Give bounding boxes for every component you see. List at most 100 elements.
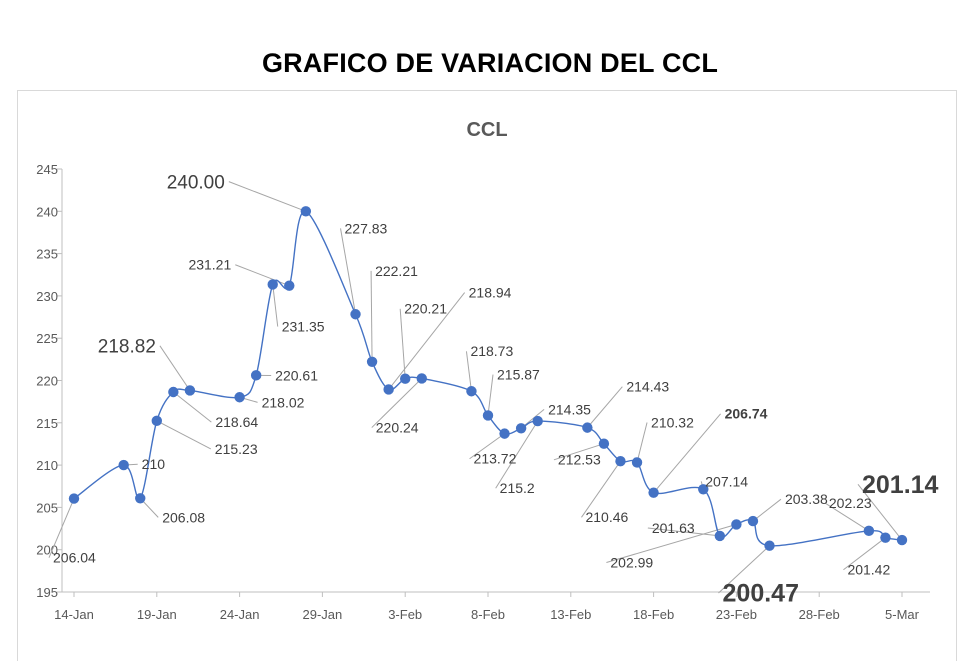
data-point bbox=[383, 384, 394, 395]
data-label: 200.47 bbox=[723, 580, 799, 608]
data-point bbox=[532, 415, 543, 427]
data-labels: 206.04 210 206.08 215.23 218.64 218.82 218.02 2… bbox=[53, 172, 939, 607]
data-point bbox=[598, 438, 610, 449]
x-tick-label: 14-Jan bbox=[54, 607, 94, 622]
x-tick-label: 19-Jan bbox=[137, 607, 177, 622]
label-leader-line bbox=[606, 523, 737, 563]
label-leader-line bbox=[156, 420, 212, 450]
data-label: 218.82 bbox=[98, 336, 156, 357]
y-tick-label: 225 bbox=[36, 331, 58, 346]
data-label: 203.38 bbox=[785, 491, 828, 507]
label-leader-line bbox=[340, 228, 357, 315]
data-label: 213.72 bbox=[474, 451, 517, 467]
data-point bbox=[184, 385, 196, 396]
chart-frame bbox=[17, 90, 957, 661]
label-leader-line bbox=[843, 537, 886, 571]
y-tick-label: 215 bbox=[36, 416, 58, 431]
data-label: 206.08 bbox=[162, 509, 205, 525]
label-leader-line bbox=[465, 351, 472, 392]
label-leader-line bbox=[653, 413, 721, 494]
data-label-leader-lines bbox=[48, 181, 903, 594]
data-label: 206.04 bbox=[53, 550, 96, 566]
data-point bbox=[582, 422, 593, 433]
label-leader-line bbox=[586, 386, 623, 428]
label-leader-line bbox=[718, 545, 770, 594]
data-label: 220.61 bbox=[275, 367, 318, 383]
data-point bbox=[648, 487, 659, 498]
data-label: 215.87 bbox=[497, 366, 540, 382]
data-point bbox=[698, 484, 709, 495]
data-point bbox=[284, 280, 295, 291]
label-leader-line bbox=[581, 460, 621, 518]
label-leader-line bbox=[388, 292, 466, 390]
data-label: 207.14 bbox=[705, 473, 748, 489]
label-leader-line bbox=[752, 498, 782, 522]
label-leader-line bbox=[647, 527, 720, 537]
label-leader-line bbox=[272, 284, 279, 327]
label-leader-line bbox=[553, 443, 605, 461]
data-point bbox=[267, 279, 278, 290]
y-tick-label: 235 bbox=[36, 247, 58, 262]
data-label: 201.63 bbox=[652, 520, 695, 536]
label-leader-line bbox=[173, 391, 212, 423]
page-title: GRAFICO DE VARIACION DEL CCL bbox=[261, 48, 719, 78]
y-tick-label: 195 bbox=[36, 585, 58, 600]
data-point bbox=[366, 356, 378, 368]
data-label: 215.2 bbox=[500, 480, 535, 496]
data-point bbox=[482, 410, 494, 421]
data-label: 201.42 bbox=[847, 562, 890, 578]
data-label: 214.43 bbox=[626, 379, 669, 395]
data-point bbox=[151, 415, 162, 427]
data-label: 210.46 bbox=[585, 509, 628, 525]
y-tick-label: 240 bbox=[36, 204, 58, 219]
label-leader-line bbox=[371, 378, 423, 428]
label-leader-line bbox=[235, 264, 290, 287]
label-leader-line bbox=[487, 374, 494, 416]
data-point bbox=[416, 373, 427, 384]
data-label: 231.35 bbox=[282, 318, 325, 334]
data-label: 227.83 bbox=[345, 220, 388, 236]
y-tick-label: 200 bbox=[36, 543, 58, 558]
data-label: 220.24 bbox=[376, 419, 419, 435]
data-label: 210.32 bbox=[651, 414, 694, 430]
y-tick-label: 210 bbox=[36, 458, 58, 473]
y-tick-label: 230 bbox=[36, 289, 58, 304]
data-label: 202.23 bbox=[829, 495, 872, 511]
label-leader-line bbox=[228, 181, 307, 212]
label-leader-line bbox=[469, 433, 505, 460]
x-tick-label: 28-Feb bbox=[799, 607, 840, 622]
data-point bbox=[300, 206, 312, 217]
data-point bbox=[466, 386, 477, 397]
data-point bbox=[731, 519, 742, 530]
data-point bbox=[615, 456, 626, 467]
data-label: 218.73 bbox=[470, 343, 513, 359]
label-leader-line bbox=[399, 308, 406, 379]
x-tick-label: 23-Feb bbox=[716, 607, 757, 622]
data-label: 201.14 bbox=[862, 471, 939, 499]
label-leader-line bbox=[159, 345, 191, 391]
data-point bbox=[631, 457, 643, 468]
data-point bbox=[714, 530, 726, 542]
data-point bbox=[118, 459, 129, 471]
label-leader-line bbox=[636, 422, 648, 463]
y-tick-label: 205 bbox=[36, 500, 58, 515]
data-point bbox=[400, 373, 411, 384]
data-point bbox=[896, 534, 908, 546]
x-tick-label: 3-Feb bbox=[388, 607, 422, 622]
y-tick-label: 245 bbox=[36, 162, 58, 177]
data-label: 218.94 bbox=[469, 284, 512, 300]
data-label: 218.64 bbox=[215, 414, 258, 430]
data-point bbox=[515, 423, 527, 434]
data-point bbox=[499, 428, 510, 439]
data-label: 206.74 bbox=[725, 406, 768, 422]
data-label: 222.21 bbox=[375, 263, 418, 279]
data-label: 202.99 bbox=[610, 554, 653, 570]
x-tick-label: 13-Feb bbox=[550, 607, 591, 622]
label-leader-line bbox=[370, 270, 373, 362]
data-point bbox=[863, 525, 875, 537]
x-tick-label: 18-Feb bbox=[633, 607, 674, 622]
x-tick-label: 8-Feb bbox=[471, 607, 505, 622]
data-label: 218.02 bbox=[262, 394, 305, 410]
data-point bbox=[350, 309, 361, 320]
